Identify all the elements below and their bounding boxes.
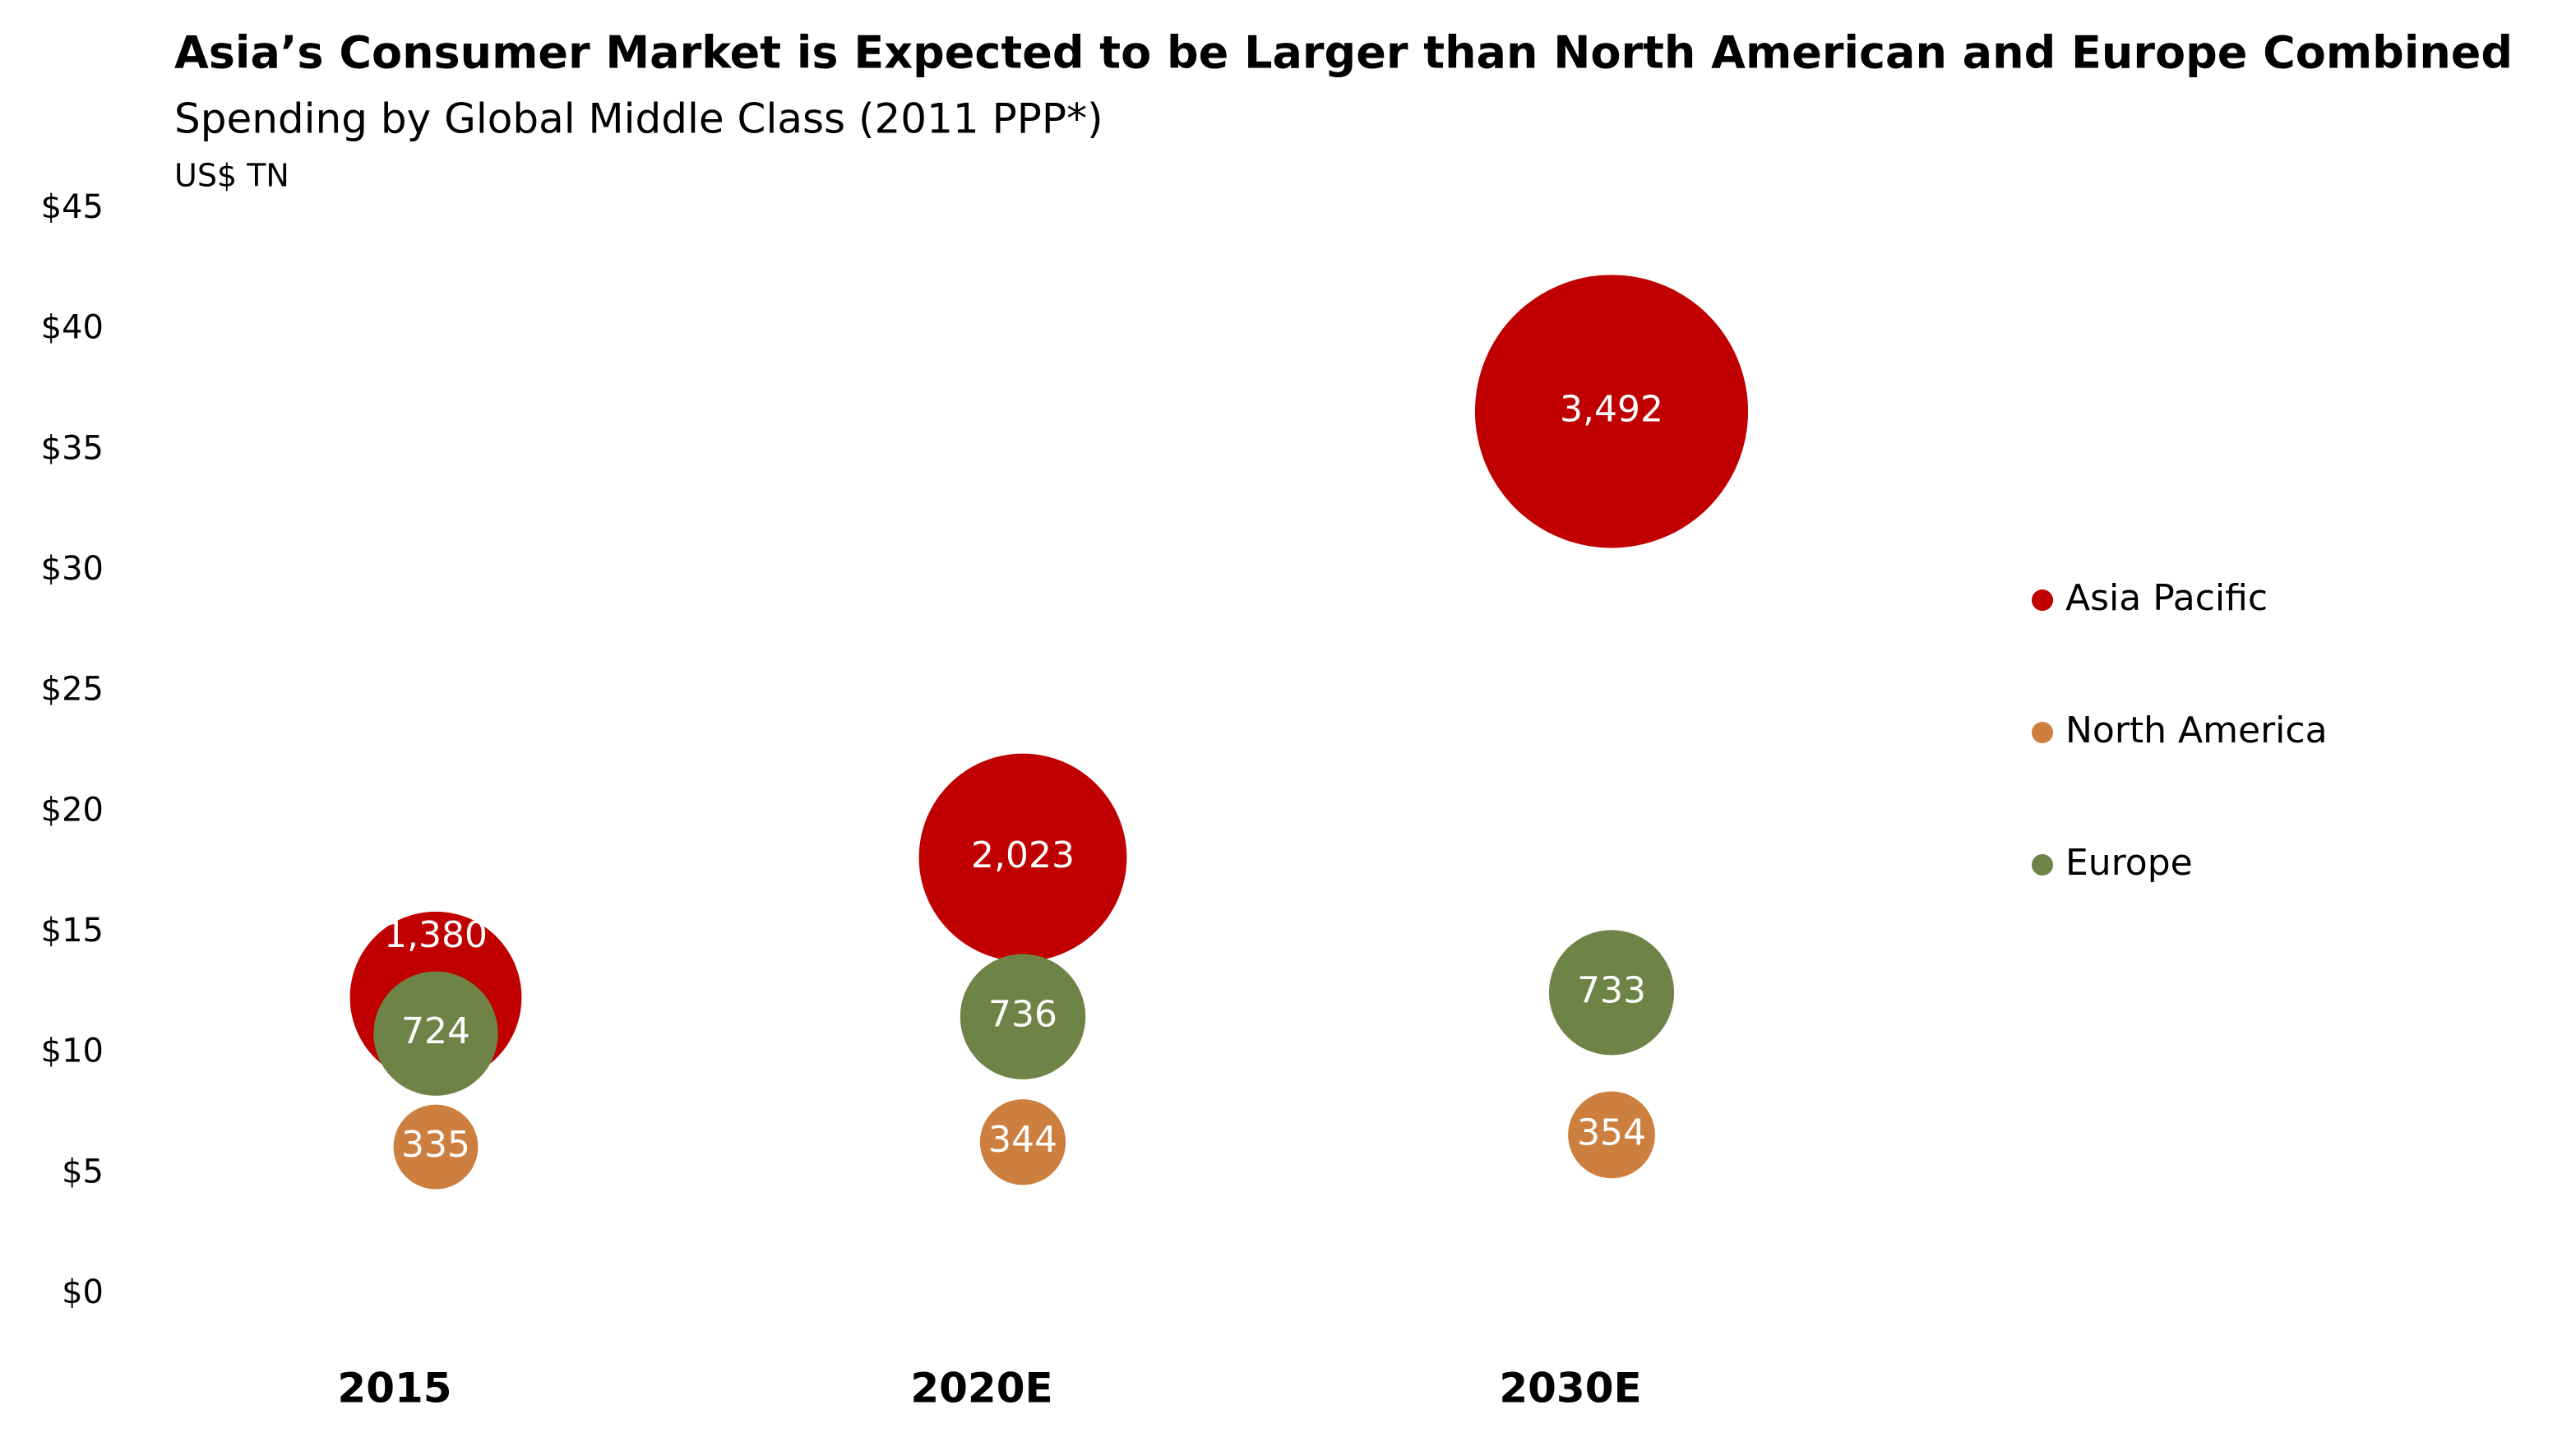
data-label: 736 bbox=[988, 994, 1057, 1036]
legend-marker bbox=[2032, 722, 2053, 743]
data-label: 2,023 bbox=[971, 834, 1075, 876]
bubble bbox=[1548, 930, 1675, 1056]
legend-label: North America bbox=[2065, 709, 2328, 751]
legend-marker bbox=[2032, 854, 2053, 876]
y-tick-label: $15 bbox=[41, 912, 104, 950]
data-label: 724 bbox=[401, 1010, 470, 1052]
y-tick-label: $25 bbox=[41, 671, 104, 709]
y-tick-label: $35 bbox=[41, 429, 104, 467]
x-tick-label: 2020E bbox=[910, 1365, 1052, 1412]
x-tick-label: 2030E bbox=[1499, 1365, 1641, 1412]
chart-subtitle: Spending by Global Middle Class (2011 PP… bbox=[174, 95, 1103, 143]
data-label: 344 bbox=[988, 1119, 1057, 1161]
bubble bbox=[1568, 1091, 1655, 1179]
data-label: 335 bbox=[401, 1124, 470, 1166]
y-tick-label: $20 bbox=[41, 791, 104, 829]
chart-title: Asia’s Consumer Market is Expected to be… bbox=[174, 27, 2513, 79]
bubble bbox=[393, 1104, 479, 1190]
y-tick-label: $30 bbox=[41, 550, 104, 588]
bubble bbox=[960, 954, 1086, 1079]
bubble bbox=[1474, 275, 1749, 548]
data-label: 733 bbox=[1577, 969, 1646, 1011]
y-tick-label: $0 bbox=[62, 1273, 104, 1311]
bubble bbox=[979, 1099, 1066, 1185]
y-axis-label: US$ TN bbox=[174, 158, 289, 194]
bubble bbox=[918, 753, 1127, 962]
legend-marker bbox=[2032, 589, 2053, 611]
x-tick-label: 2015 bbox=[337, 1365, 451, 1412]
y-tick-label: $5 bbox=[62, 1153, 104, 1190]
legend-label: Asia Pacific bbox=[2065, 577, 2268, 619]
data-label: 354 bbox=[1577, 1112, 1646, 1153]
data-label: 1,380 bbox=[384, 914, 488, 956]
y-tick-label: $10 bbox=[41, 1033, 104, 1070]
bubble bbox=[373, 971, 498, 1096]
data-label: 3,492 bbox=[1560, 388, 1663, 430]
legend-label: Europe bbox=[2065, 842, 2193, 884]
y-tick-label: $45 bbox=[41, 188, 104, 226]
y-tick-label: $40 bbox=[41, 309, 104, 347]
